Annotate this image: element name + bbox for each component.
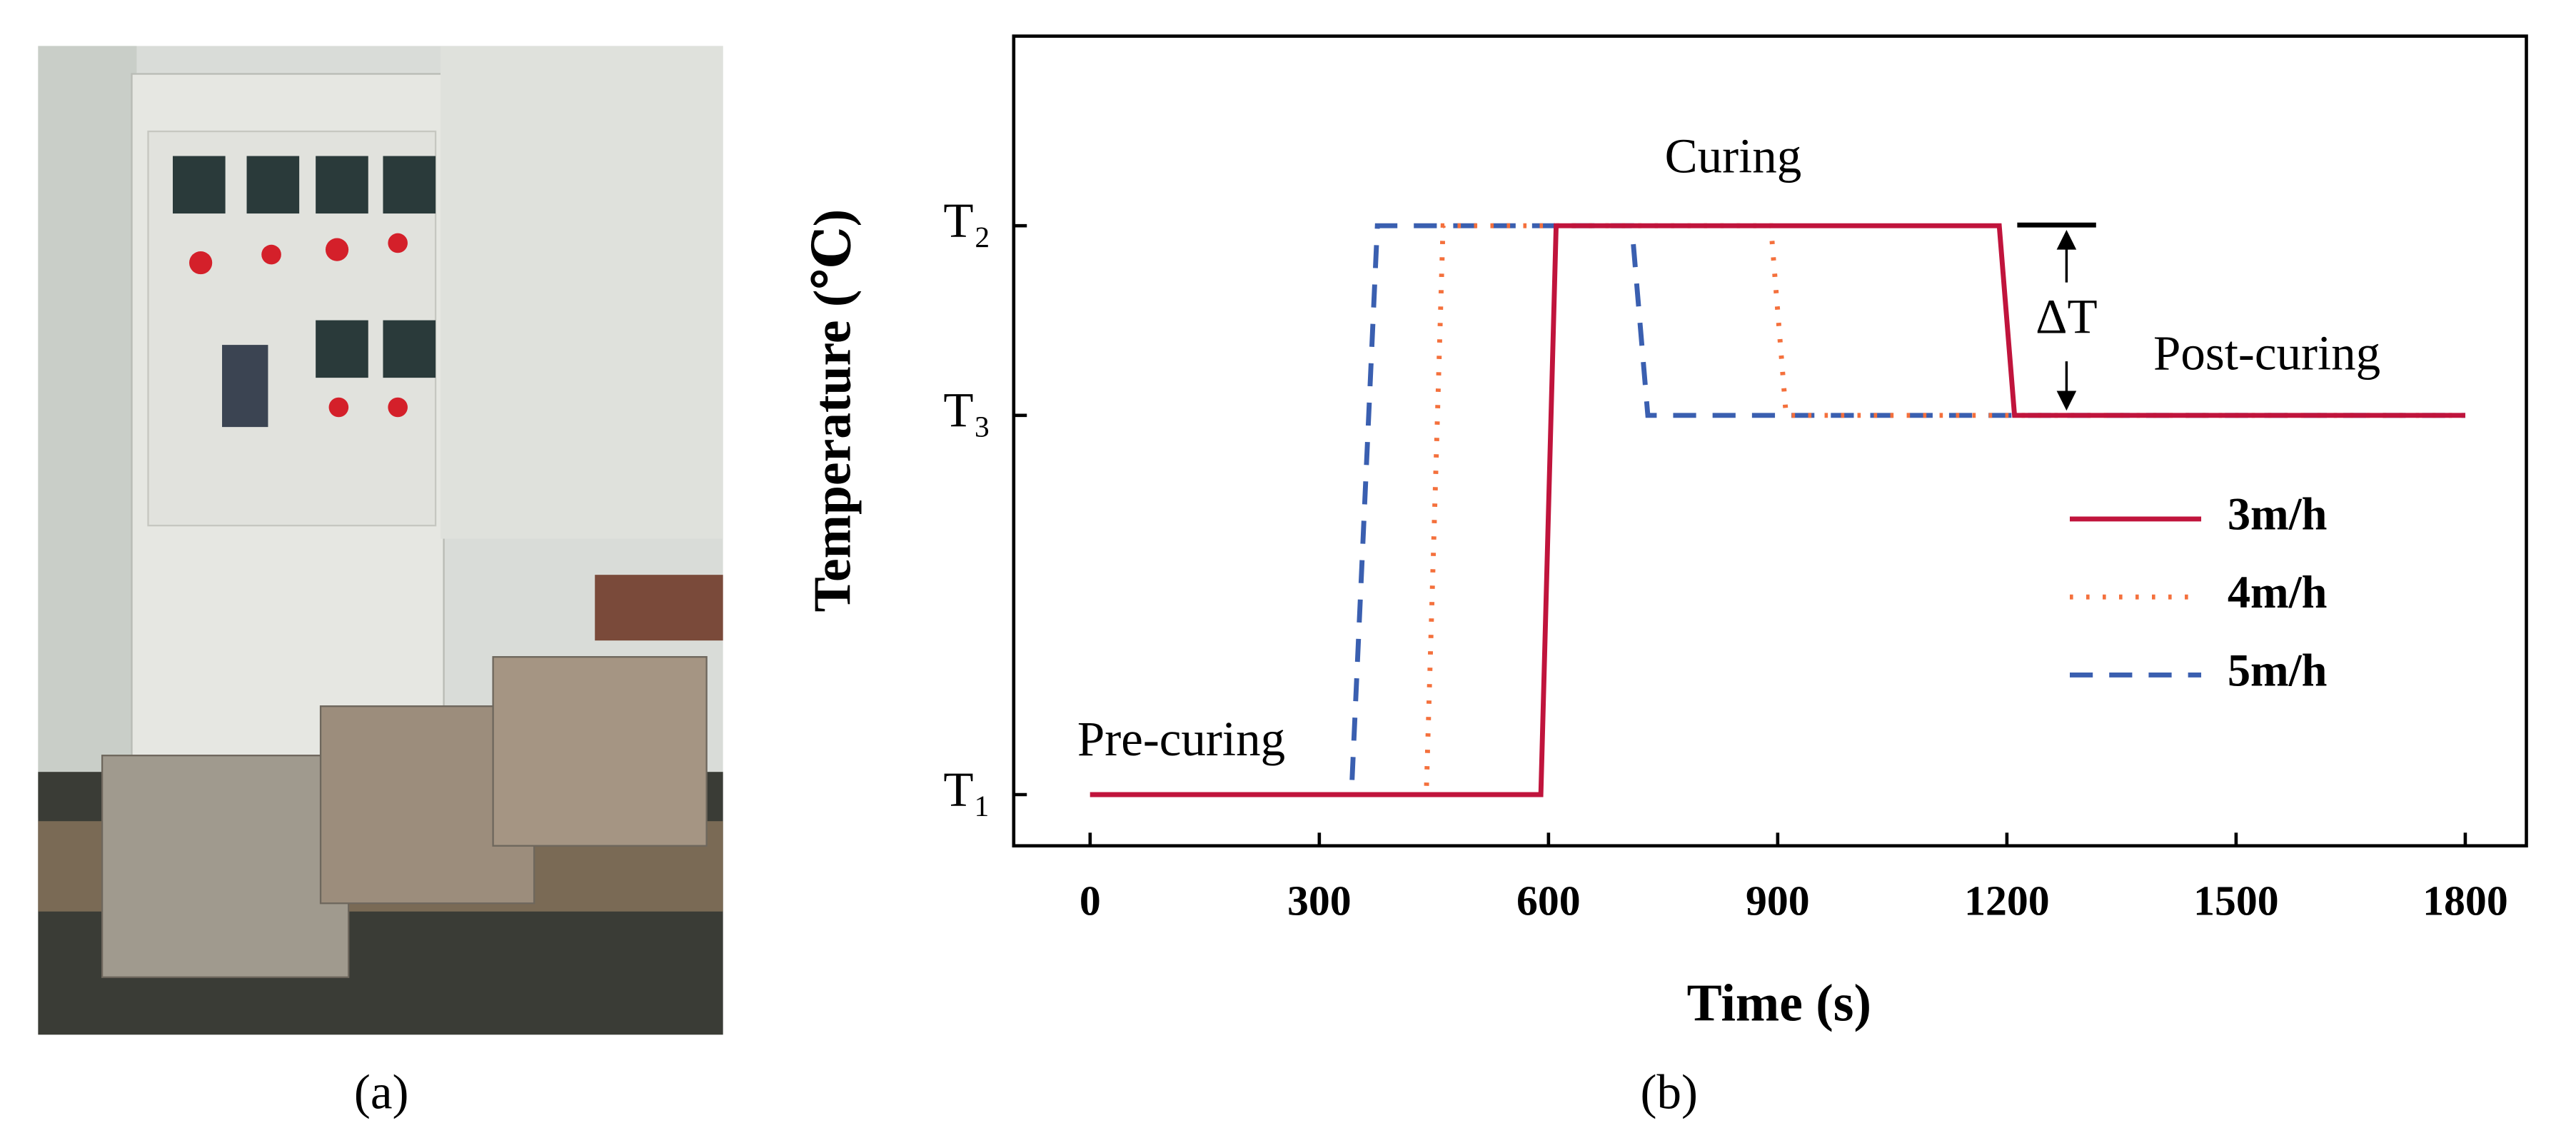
series-line (1090, 223, 2465, 797)
y-tick-label: T₃ (943, 383, 990, 438)
x-tick-label: 1800 (2422, 877, 2508, 924)
x-tick-label: 900 (1746, 877, 1810, 924)
delta-arrow (2017, 222, 2096, 411)
x-tick-label: 1500 (2193, 877, 2279, 924)
y-tick-label: T₁ (943, 762, 990, 817)
legend-label: 5m/h (2228, 645, 2328, 695)
x-axis-title: Time (s) (1687, 973, 1871, 1032)
x-tick-label: 300 (1287, 877, 1352, 924)
caption-a: (a) (354, 1065, 409, 1119)
x-tick-label: 0 (1080, 877, 1101, 924)
plot-frame (1012, 34, 2528, 848)
caption-b: (b) (1640, 1065, 1697, 1119)
annotation: Curing (1665, 129, 1802, 183)
photo (38, 46, 723, 1035)
y-tick-label: T₂ (943, 193, 990, 248)
legend-label: 4m/h (2228, 567, 2328, 618)
annotation: Post-curing (2153, 326, 2380, 380)
annotation: ΔT (2036, 290, 2098, 344)
y-axis-title: Temperature (℃) (803, 209, 862, 613)
annotation: Pre-curing (1077, 712, 1285, 766)
legend-label: 3m/h (2228, 489, 2328, 540)
x-tick-label: 1200 (1964, 877, 2050, 924)
x-tick-label: 600 (1516, 877, 1581, 924)
